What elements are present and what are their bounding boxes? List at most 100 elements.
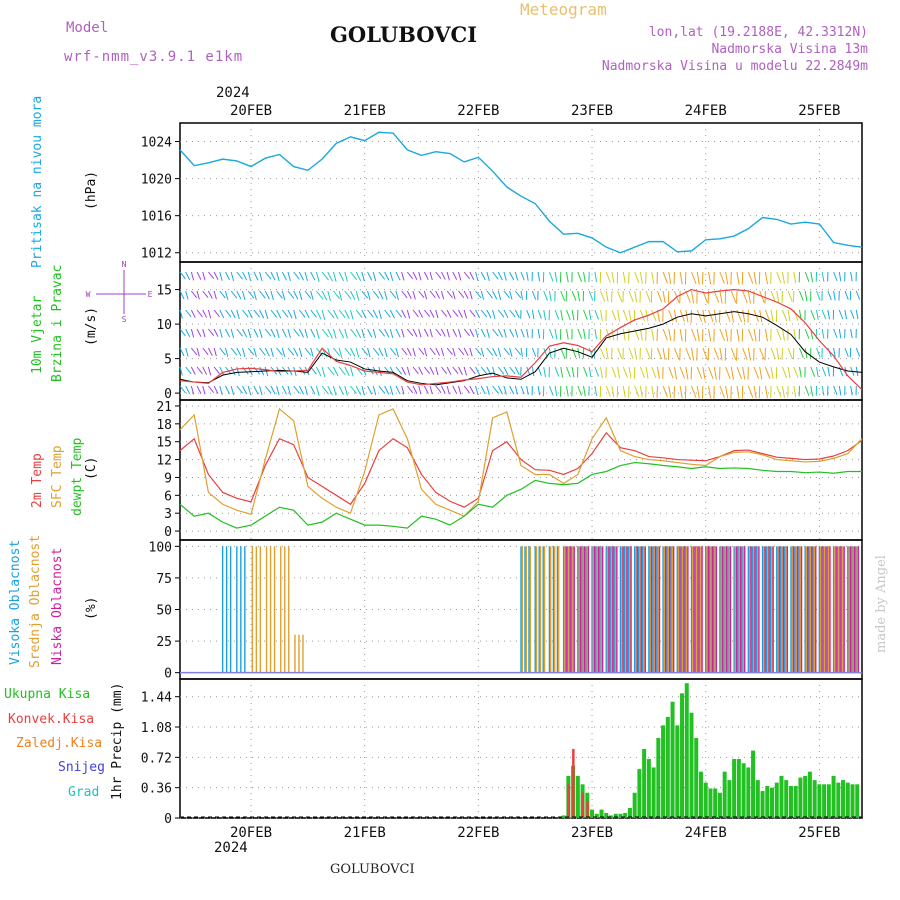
wind-barb <box>503 271 507 281</box>
wind-barb <box>844 309 848 320</box>
wind-barb <box>725 366 731 379</box>
wind-barb <box>764 385 768 399</box>
wind-barb <box>566 366 571 378</box>
precip-bar <box>632 792 637 818</box>
wind-barb <box>764 309 771 322</box>
wind-barb <box>742 366 746 380</box>
wind-barb <box>713 309 717 323</box>
wind-barb <box>770 290 776 303</box>
wind-barb <box>588 347 594 358</box>
wind-barb <box>509 290 513 300</box>
wind-barb <box>747 290 751 304</box>
precip-bar <box>770 787 775 818</box>
wind-barb <box>691 385 697 398</box>
wind-barb <box>531 347 537 357</box>
wind-barb <box>389 290 397 299</box>
temp-line-2 <box>179 461 862 529</box>
wind-barb <box>475 385 479 395</box>
wind-barb <box>526 271 529 281</box>
wind-barb <box>315 309 322 320</box>
wind-barb <box>293 271 300 280</box>
wind-barb <box>367 385 373 395</box>
xtick-top-5: 25FEB <box>798 103 840 119</box>
wind-barb <box>185 385 191 395</box>
wind-barb <box>651 309 657 322</box>
wind-barb <box>827 290 832 301</box>
wind-barb <box>270 385 276 395</box>
wind-barb <box>208 328 215 337</box>
wind-barb <box>321 366 326 378</box>
wind-barb <box>583 271 586 283</box>
precip-bar <box>817 784 822 818</box>
wind-barb <box>259 271 263 282</box>
wind-barb <box>287 347 295 356</box>
wind-barb <box>378 309 382 320</box>
wind-barb <box>514 271 519 281</box>
wind-barb <box>617 290 623 302</box>
wind-barb <box>497 328 503 338</box>
wind-barb <box>361 347 369 356</box>
wind-barb <box>781 366 788 379</box>
wind-barb <box>804 347 808 359</box>
precip-bar <box>732 759 737 818</box>
wind-barb <box>310 309 317 318</box>
xtick-bottom-2: 22FEB <box>457 825 499 841</box>
wind-barb <box>310 347 314 357</box>
wind-barb <box>304 366 310 376</box>
wind-barb <box>452 290 456 300</box>
wind-barb <box>185 347 189 357</box>
wind-barb <box>509 385 515 395</box>
wind-barb <box>554 328 558 340</box>
xtick-top-2: 22FEB <box>457 103 499 119</box>
wind-barb <box>452 385 458 394</box>
wind-barb <box>333 347 341 357</box>
wind-barb <box>571 309 575 321</box>
wind-barb <box>196 328 202 337</box>
wind-barb <box>622 366 628 378</box>
wind-barb <box>287 290 295 299</box>
precip-bar <box>803 775 808 818</box>
wind-barb <box>202 385 206 395</box>
meteogram-title: Meteogram <box>520 0 607 19</box>
wind-barb <box>276 385 280 396</box>
precip-bar <box>807 771 812 818</box>
wind-barb <box>605 385 611 397</box>
wind-barb <box>850 385 853 396</box>
ytick-3-0: 0 <box>164 667 172 682</box>
wind-barb <box>350 309 354 320</box>
wind-barb <box>486 290 493 299</box>
precip-bar <box>855 784 860 818</box>
wind-barb <box>344 385 348 396</box>
wind-barb <box>747 347 751 361</box>
wind-barb <box>747 385 754 398</box>
wind-barb <box>526 366 531 376</box>
wind-barb <box>418 328 422 338</box>
wind-barb <box>452 328 458 337</box>
wind-barb <box>446 366 452 375</box>
wind-barb <box>423 366 431 375</box>
precip-bar <box>572 748 575 818</box>
wind-barb <box>355 271 362 281</box>
wind-barb <box>520 290 523 300</box>
wind-barb <box>560 290 566 302</box>
wind-barb <box>327 290 332 302</box>
wind-barb <box>639 309 646 321</box>
wind-barb <box>804 290 808 302</box>
wind-barb <box>446 271 450 281</box>
wind-barb <box>526 385 529 395</box>
wind-barb <box>259 385 263 396</box>
wind-barb <box>492 271 499 280</box>
wind-barb <box>338 290 343 301</box>
wind-barb <box>179 290 185 300</box>
wind-barb <box>423 271 429 280</box>
wind-barb <box>725 309 731 322</box>
wind-barb <box>793 366 799 378</box>
wind-barb <box>293 290 299 300</box>
wind-barb <box>656 347 663 360</box>
wind-barb <box>190 271 195 281</box>
wind-barb <box>412 290 416 300</box>
wind-barb <box>395 271 401 281</box>
precip-bar <box>751 750 756 818</box>
wind-barb <box>594 309 600 320</box>
wind-barb <box>577 328 583 339</box>
